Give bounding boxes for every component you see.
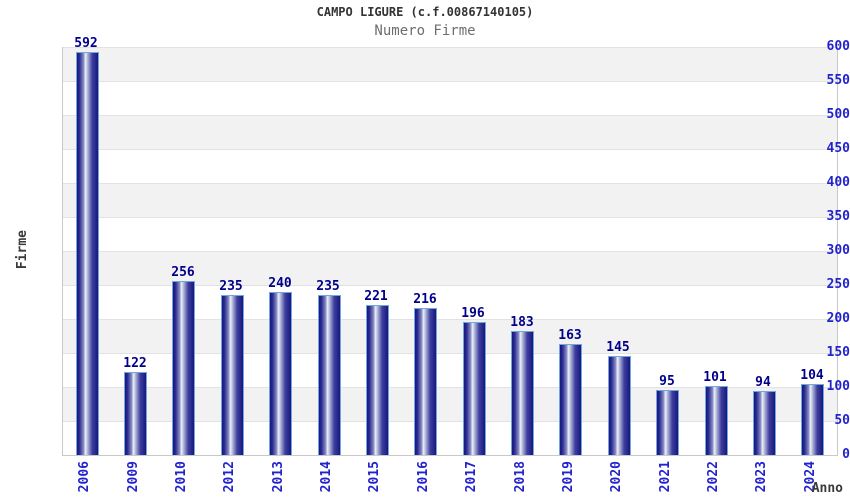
bar-2016 <box>414 308 437 455</box>
bar-value-label: 163 <box>558 328 582 343</box>
bar-value-label: 196 <box>461 306 485 321</box>
bar-2017 <box>463 322 486 455</box>
grid-band <box>63 115 837 149</box>
bar-value-label: 256 <box>171 265 195 280</box>
chart-title: CAMPO LIGURE (c.f.00867140105) <box>316 5 534 19</box>
y-tick-label: 0 <box>842 447 850 462</box>
bar-value-label: 95 <box>659 374 675 389</box>
y-tick-label: 400 <box>826 175 850 190</box>
bar-2024 <box>801 384 824 455</box>
bar-value-label: 592 <box>74 36 98 51</box>
y-tick-label: 200 <box>826 311 850 326</box>
y-tick-label: 100 <box>826 379 850 394</box>
bar-2015 <box>366 305 389 455</box>
y-tick-label: 600 <box>826 39 850 54</box>
x-tick-label: 2015 <box>367 461 382 493</box>
bar-2012 <box>221 295 244 455</box>
x-tick-label: 2022 <box>706 461 721 493</box>
bar-2006 <box>76 52 99 455</box>
bar-2020 <box>608 356 631 455</box>
grid-band <box>63 149 837 183</box>
bar-value-label: 240 <box>268 276 292 291</box>
x-tick-label: 2010 <box>174 461 189 493</box>
y-tick-label: 250 <box>826 277 850 292</box>
x-tick-label: 2006 <box>77 461 92 493</box>
bar-value-label: 101 <box>703 370 727 385</box>
y-tick-label: 550 <box>826 73 850 88</box>
bar-2023 <box>753 391 776 455</box>
y-tick-label: 300 <box>826 243 850 258</box>
grid-band <box>63 81 837 115</box>
grid-band <box>63 251 837 285</box>
bar-2010 <box>172 281 195 455</box>
x-tick-label: 2012 <box>222 461 237 493</box>
bar-value-label: 122 <box>123 356 147 371</box>
chart-subtitle: Numero Firme <box>374 23 476 39</box>
x-tick-label: 2020 <box>609 461 624 493</box>
bar-value-label: 145 <box>606 340 630 355</box>
x-tick-label: 2009 <box>126 461 141 493</box>
bar-2009 <box>124 372 147 455</box>
x-tick-label: 2019 <box>561 461 576 493</box>
y-axis-title: Firme <box>15 230 30 270</box>
bar-value-label: 216 <box>413 292 437 307</box>
bar-value-label: 104 <box>800 368 824 383</box>
x-tick-label: 2017 <box>464 461 479 493</box>
bar-value-label: 221 <box>364 289 388 304</box>
bar-2014 <box>318 295 341 455</box>
y-tick-label: 350 <box>826 209 850 224</box>
x-tick-label: 2023 <box>754 461 769 493</box>
x-tick-label: 2018 <box>513 461 528 493</box>
bar-value-label: 94 <box>755 375 771 390</box>
bar-2022 <box>705 386 728 455</box>
bar-value-label: 235 <box>219 279 243 294</box>
bar-2018 <box>511 331 534 455</box>
plot-area <box>62 47 838 456</box>
grid-band <box>63 217 837 251</box>
x-axis-title: Anno <box>811 481 843 496</box>
x-tick-label: 2013 <box>271 461 286 493</box>
y-tick-label: 450 <box>826 141 850 156</box>
bar-value-label: 235 <box>316 279 340 294</box>
bar-2019 <box>559 344 582 455</box>
x-tick-label: 2016 <box>416 461 431 493</box>
grid-band <box>63 183 837 217</box>
y-tick-label: 500 <box>826 107 850 122</box>
x-tick-label: 2014 <box>319 461 334 493</box>
y-tick-label: 150 <box>826 345 850 360</box>
bar-value-label: 183 <box>510 315 534 330</box>
y-tick-label: 50 <box>834 413 850 428</box>
bar-2021 <box>656 390 679 455</box>
x-tick-label: 2021 <box>658 461 673 493</box>
grid-band <box>63 47 837 81</box>
bar-2013 <box>269 292 292 455</box>
